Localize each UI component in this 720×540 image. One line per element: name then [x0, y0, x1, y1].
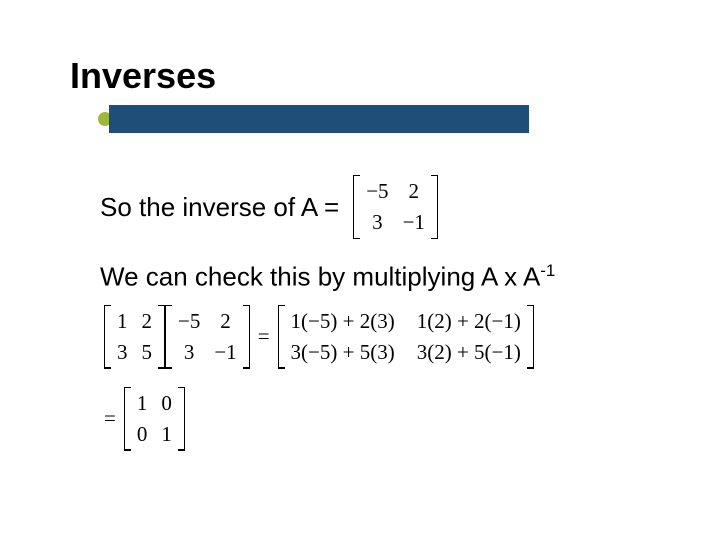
mcell: −1: [403, 210, 425, 235]
matrix-product-expression: 1(−5) + 2(3) 1(2) + 2(−1) 3(−5) + 5(3) 3…: [278, 305, 534, 369]
mcell: 3: [178, 340, 200, 365]
mcell: 2: [142, 309, 153, 334]
mcell: 1(−5) + 2(3): [291, 309, 395, 334]
mcell: 0: [161, 391, 172, 416]
matrix-identity: 1 0 0 1: [124, 387, 185, 451]
mcell: −5: [178, 309, 200, 334]
mcell: 1: [117, 309, 128, 334]
line1-text: So the inverse of A =: [100, 192, 339, 223]
equation-result: = 1 0 0 1: [104, 387, 660, 451]
divider-row: [70, 105, 660, 133]
mcell: 2: [214, 309, 236, 334]
mcell: 1: [137, 391, 148, 416]
mcell: 3(−5) + 5(3): [291, 340, 395, 365]
mcell: 5: [142, 340, 153, 365]
slide: Inverses So the inverse of A = −5 2 3 −1…: [0, 0, 720, 540]
matrix-inverse: −5 2 3 −1: [353, 175, 438, 239]
mcell: 3: [366, 210, 388, 235]
matrix-ainv: −5 2 3 −1: [165, 305, 250, 369]
equals-sign: =: [104, 406, 116, 431]
matrix-a: 1 2 3 5: [104, 305, 165, 369]
mcell: 1(2) + 2(−1): [417, 309, 521, 334]
mcell: 3: [117, 340, 128, 365]
line2-superscript: -1: [540, 261, 555, 280]
equals-sign: =: [258, 324, 270, 349]
slide-body: So the inverse of A = −5 2 3 −1 We can c…: [70, 175, 660, 451]
mcell: 3(2) + 5(−1): [417, 340, 521, 365]
mcell: 2: [403, 179, 425, 204]
equation-multiplication: 1 2 3 5 −5 2 3 −1 =: [104, 305, 660, 369]
mcell: −5: [366, 179, 388, 204]
title-row: Inverses: [70, 55, 660, 97]
line-check-statement: We can check this by multiplying A x A-1: [100, 261, 660, 293]
mcell: −1: [214, 340, 236, 365]
slide-title: Inverses: [70, 55, 216, 97]
mcell: 0: [137, 422, 148, 447]
line-inverse-statement: So the inverse of A = −5 2 3 −1: [100, 175, 660, 239]
title-bar: [109, 105, 529, 133]
mcell: 1: [161, 422, 172, 447]
line2-text: We can check this by multiplying A x A: [100, 262, 540, 292]
